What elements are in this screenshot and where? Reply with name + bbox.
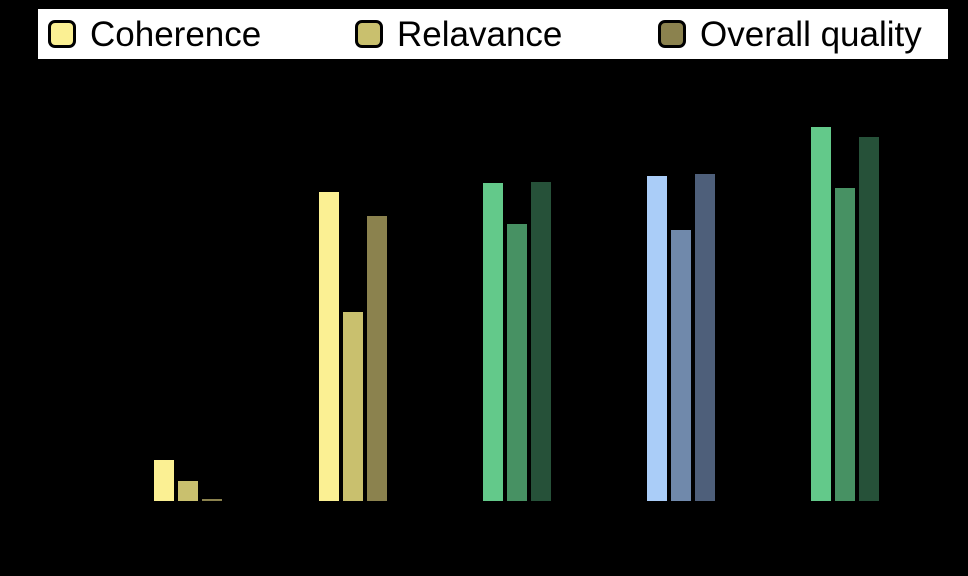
legend-item-overall-quality: Overall quality	[658, 9, 922, 59]
bar-coherence-group-1	[152, 458, 176, 503]
bar-overall-quality-group-5	[857, 135, 881, 503]
overall-quality-swatch-icon	[658, 20, 686, 48]
bar-coherence-group-4	[645, 174, 669, 503]
bar-relavance-group-3	[505, 222, 529, 503]
bar-overall-quality-group-1	[200, 497, 224, 503]
bar-overall-quality-group-3	[529, 180, 553, 503]
bar-coherence-group-5	[809, 125, 833, 503]
legend-item-relavance: Relavance	[355, 9, 562, 59]
bar-relavance-group-2	[341, 310, 365, 503]
legend-item-coherence: Coherence	[48, 9, 261, 59]
bar-coherence-group-2	[317, 190, 341, 503]
legend-label-relavance: Relavance	[397, 14, 563, 54]
legend: Coherence Relavance Overall quality	[36, 7, 950, 61]
bar-relavance-group-4	[669, 228, 693, 503]
coherence-swatch-icon	[48, 20, 76, 48]
legend-label-overall-quality: Overall quality	[700, 14, 922, 54]
bar-relavance-group-5	[833, 186, 857, 503]
bar-overall-quality-group-2	[365, 214, 389, 503]
legend-label-coherence: Coherence	[90, 14, 262, 54]
relavance-swatch-icon	[355, 20, 383, 48]
bar-relavance-group-1	[176, 479, 200, 503]
bar-overall-quality-group-4	[693, 172, 717, 503]
bar-coherence-group-3	[481, 181, 505, 503]
